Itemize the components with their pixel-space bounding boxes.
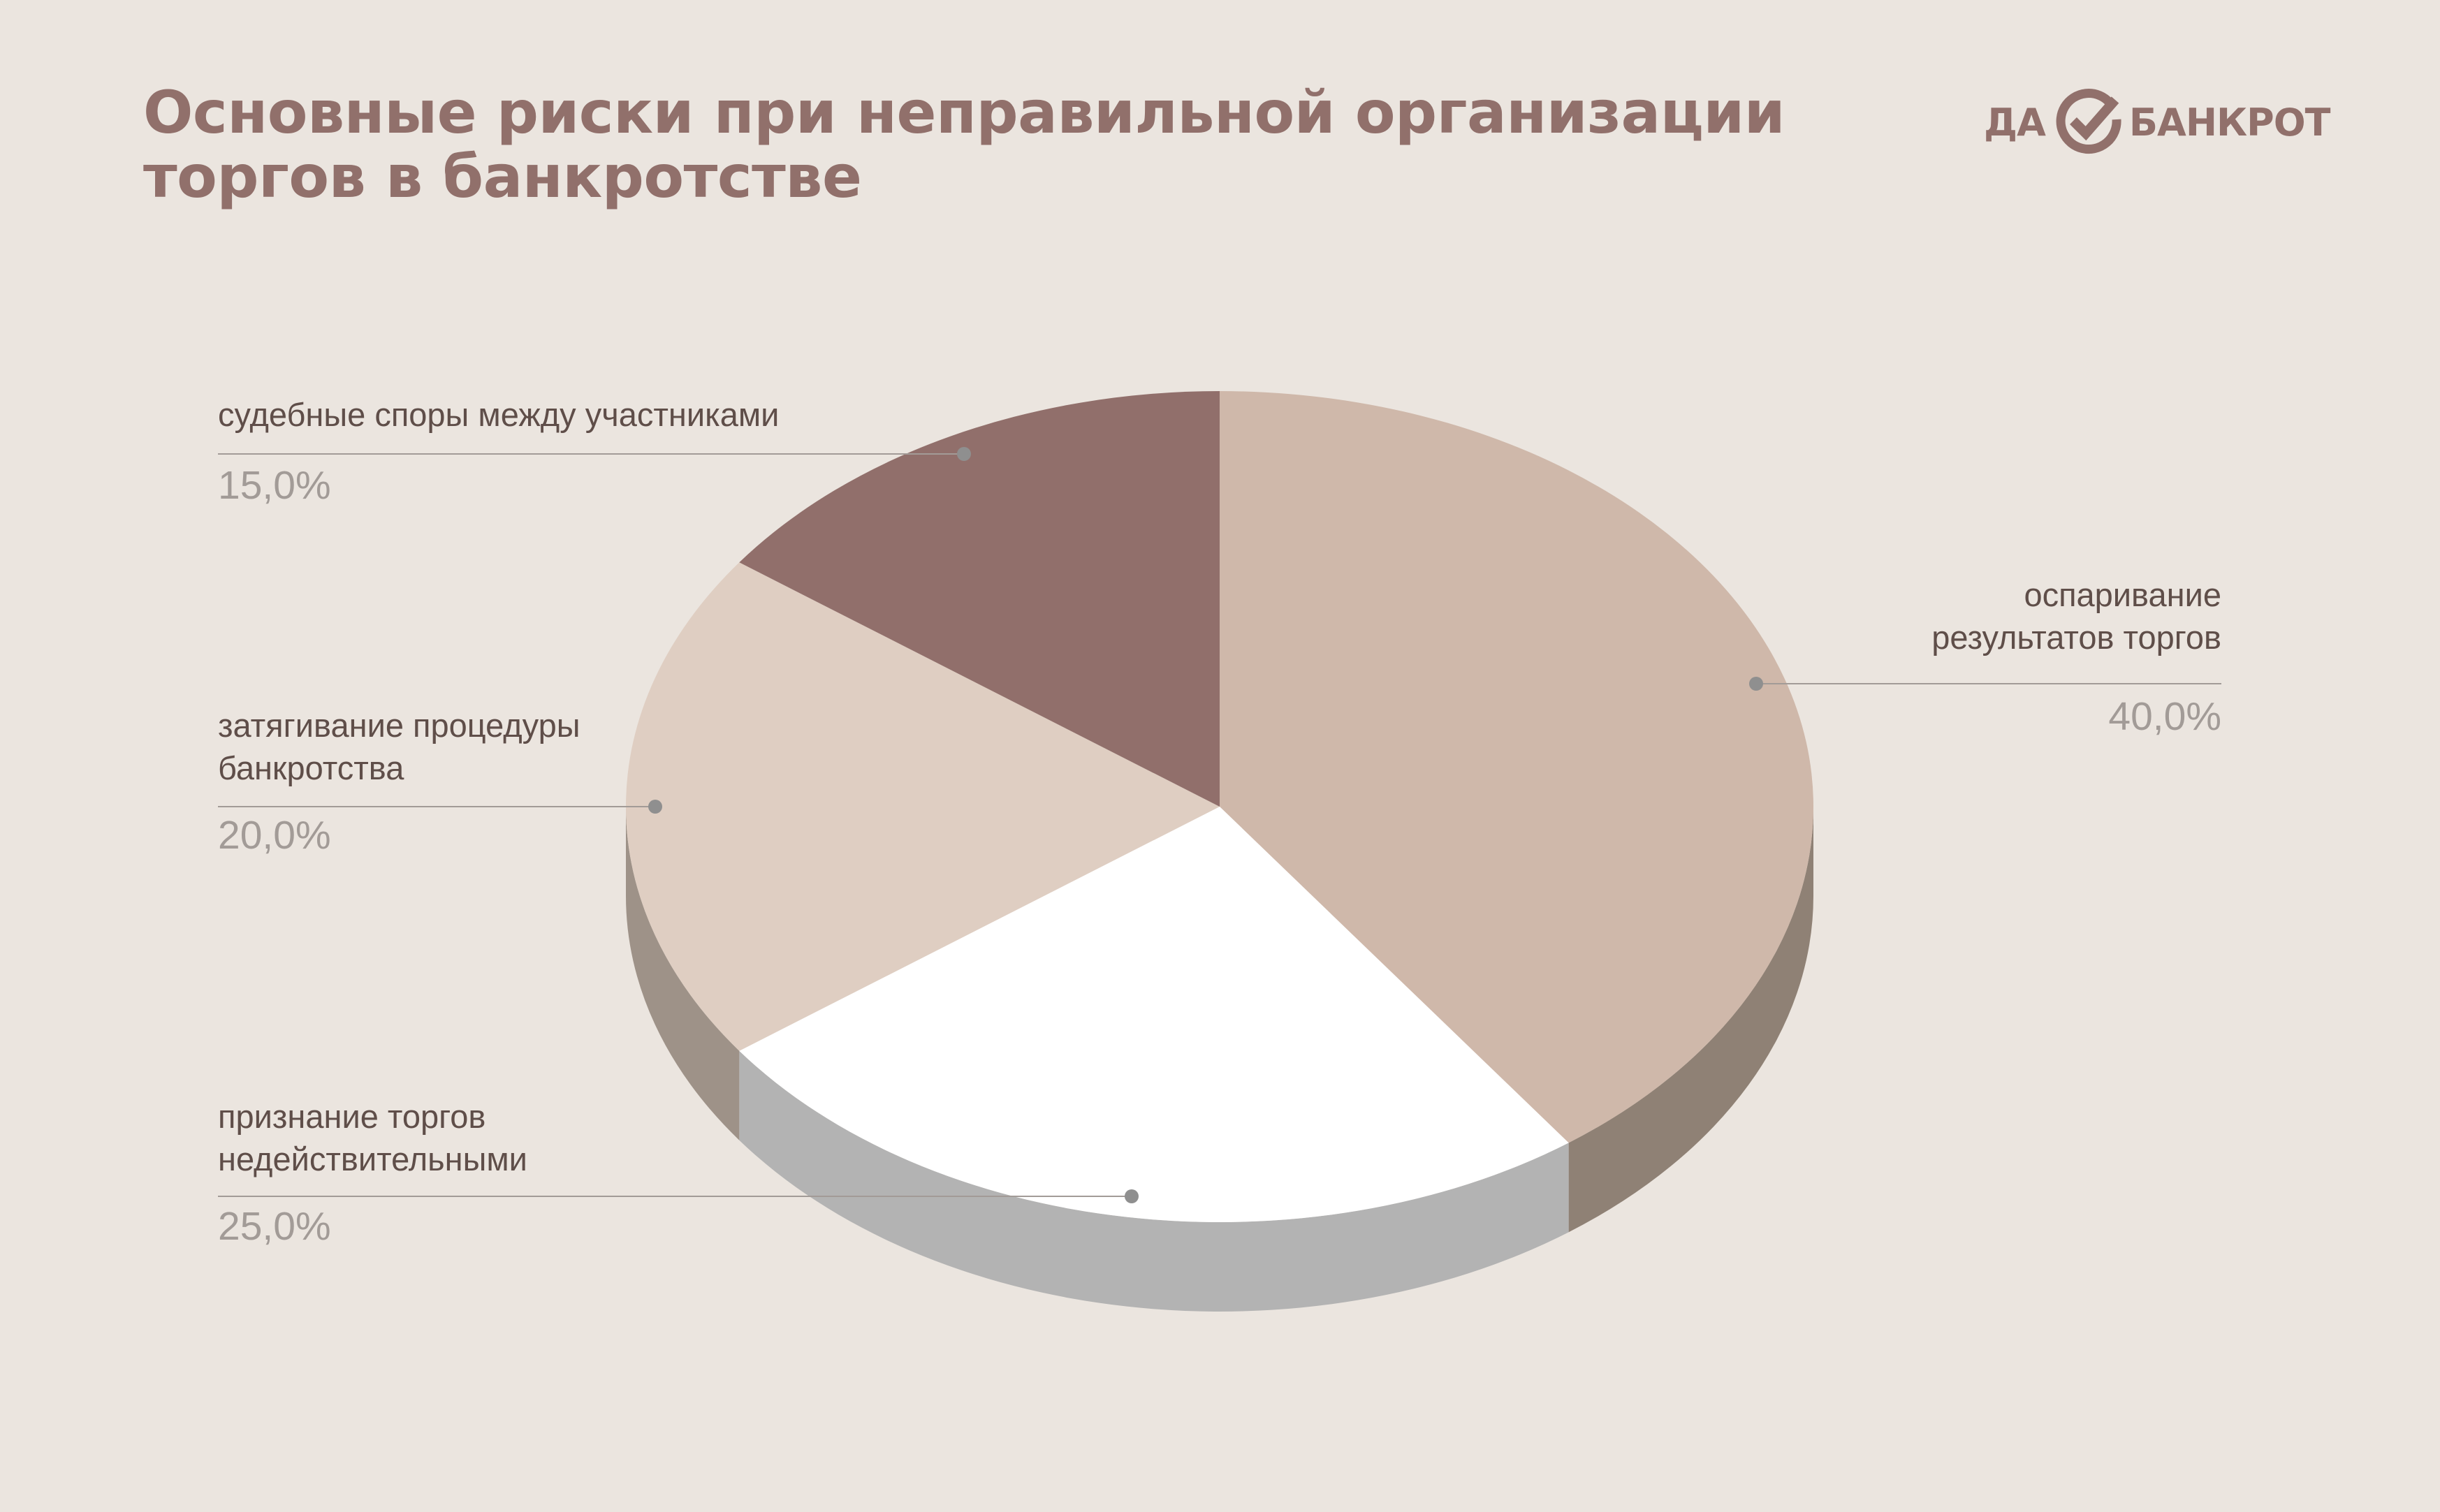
leader-dot-2 [648, 800, 662, 814]
logo-text-right: БАНКРОТ [2128, 100, 2331, 145]
slice-label-group-1: признание торгов недействительными 25,0% [218, 1098, 1139, 1249]
slice-label-0-line-1: результатов торгов [1931, 619, 2221, 656]
pie-slice-0 [1220, 391, 1813, 1143]
slice-value-2: 20,0% [218, 813, 331, 858]
pie-side-1 [739, 1050, 1569, 1312]
pie-sides [626, 807, 1813, 1312]
leader-dot-0 [1749, 677, 1763, 691]
pie-slices [626, 391, 1813, 1222]
slice-label-3-line-0: судебные споры между участниками [218, 396, 779, 433]
slice-label-group-0: оспаривание результатов торгов 40,0% [1749, 576, 2221, 739]
slice-label-group-3: судебные споры между участниками 15,0% [218, 396, 971, 508]
pie-slice-1 [739, 807, 1569, 1222]
slice-label-0-line-0: оспаривание [2024, 576, 2221, 613]
logo: ДА БАНКРОТ [1984, 87, 2330, 157]
leader-dot-3 [957, 447, 971, 461]
pie-slice-2 [626, 562, 1220, 1051]
slice-value-3: 15,0% [218, 463, 331, 508]
slice-label-group-2: затягивание процедуры банкротства 20,0% [218, 707, 662, 858]
logo-text-left: ДА [1984, 100, 2046, 145]
pie-side-0 [1568, 807, 1813, 1233]
chart-title: Основные риски при неправильной организа… [143, 80, 1785, 209]
slice-label-1-line-0: признание торгов [218, 1098, 485, 1135]
slice-label-2-line-1: банкротства [218, 749, 404, 786]
slice-value-0: 40,0% [2108, 694, 2221, 739]
slice-label-2-line-0: затягивание процедуры [218, 707, 580, 744]
pie-labels: оспаривание результатов торгов 40,0% призна… [218, 396, 2221, 1249]
check-circle-icon [2056, 89, 2121, 154]
pie-side-2 [626, 807, 740, 1140]
pie-slice-3 [739, 391, 1220, 807]
slice-label-1-line-1: недействительными [218, 1140, 527, 1177]
slice-value-1: 25,0% [218, 1204, 331, 1249]
chart-title-line-2: торгов в банкротстве [143, 142, 862, 211]
chart-title-line-1: Основные риски при неправильной организа… [143, 78, 1785, 147]
leader-dot-1 [1125, 1189, 1139, 1203]
